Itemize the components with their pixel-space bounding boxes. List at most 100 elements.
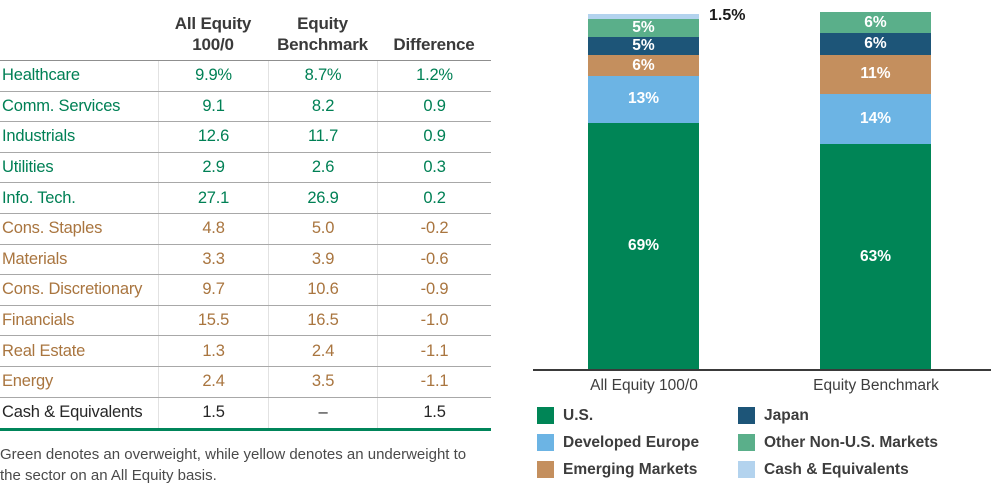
sector-label: Cash & Equivalents xyxy=(2,403,143,422)
table-row: Real Estate 1.3 2.4 -1.1 xyxy=(0,336,491,367)
column-header-difference: Difference xyxy=(377,34,491,55)
table-row: Info. Tech. 27.1 26.9 0.2 xyxy=(0,183,491,214)
value-difference: 0.3 xyxy=(377,152,491,183)
value-benchmark: 2.4 xyxy=(268,336,377,366)
sector-label: Comm. Services xyxy=(2,96,121,115)
bar-segment-emerging-markets: 11% xyxy=(820,54,931,95)
column-header-line: All Equity xyxy=(174,14,252,33)
bar-segment-cash-equivalents: 1.5% xyxy=(588,7,745,24)
bar-segment-other-non-u-s-markets: 6% xyxy=(820,12,931,34)
value-difference: -1.1 xyxy=(377,336,491,366)
legend-swatch-cash-equivalents xyxy=(738,461,755,478)
segment-value-label: 6% xyxy=(864,35,887,53)
value-benchmark: 5.0 xyxy=(268,213,377,244)
value-benchmark: – xyxy=(268,397,377,429)
axis-label-all-equity: All Equity 100/0 xyxy=(590,377,698,394)
sector-label: Utilities xyxy=(2,158,54,177)
bar-segment-japan: 6% xyxy=(820,33,931,55)
value-all-equity: 4.8 xyxy=(158,213,268,244)
value-benchmark: 2.6 xyxy=(268,152,377,183)
bar-segment-japan: 5% xyxy=(588,37,699,55)
bar-segment-developed-europe: 14% xyxy=(820,94,931,145)
sector-label: Healthcare xyxy=(2,66,80,85)
table-header-row: All Equity 100/0 Equity Benchmark Differ… xyxy=(0,0,491,61)
value-difference: 1.2% xyxy=(377,61,491,91)
value-benchmark: 16.5 xyxy=(268,305,377,336)
value-difference: 1.5 xyxy=(377,397,491,429)
legend-label: Emerging Markets xyxy=(563,460,698,478)
table-footnote: Green denotes an overweight, while yello… xyxy=(0,446,467,485)
sector-label: Cons. Discretionary xyxy=(2,280,143,299)
value-difference: -0.2 xyxy=(377,213,491,244)
value-all-equity: 9.9% xyxy=(158,61,268,91)
stacked-bar-all-equity-100-0: 1.5% 5% 5% 6% 13% 69% xyxy=(588,7,745,369)
value-all-equity: 9.7 xyxy=(158,275,268,305)
column-header-all-equity: All Equity 100/0 xyxy=(158,13,268,55)
column-header-line: 100/0 xyxy=(192,35,234,54)
segment-value-label: 1.5% xyxy=(709,6,746,24)
sector-weights-table: All Equity 100/0 Equity Benchmark Differ… xyxy=(0,0,491,486)
sector-label: Cons. Staples xyxy=(2,219,103,238)
bar-segment-u-s: 63% xyxy=(820,144,931,369)
table-row: Cons. Staples 4.8 5.0 -0.2 xyxy=(0,213,491,245)
sector-label: Info. Tech. xyxy=(2,188,76,207)
value-all-equity: 27.1 xyxy=(158,183,268,213)
stacked-bar-equity-benchmark: 6% 6% 11% 14% 63% xyxy=(820,12,931,369)
legend-column: U.S. Developed Europe Emerging Markets xyxy=(537,407,738,478)
segment-value-label: 5% xyxy=(632,19,655,37)
value-benchmark: 8.2 xyxy=(268,91,377,122)
legend-swatch-other-non-u-s-markets xyxy=(738,434,755,451)
legend-item-u-s: U.S. xyxy=(537,407,738,424)
legend-swatch-u-s xyxy=(537,407,554,424)
axis-label-equity-benchmark: Equity Benchmark xyxy=(813,377,939,394)
value-benchmark: 8.7% xyxy=(268,61,377,91)
table-row: Cash & Equivalents 1.5–1.5 xyxy=(0,397,491,429)
sector-label: Energy xyxy=(2,372,54,391)
value-difference: -1.1 xyxy=(377,366,491,397)
segment-value-label: 6% xyxy=(632,56,655,74)
legend-item-japan: Japan xyxy=(738,407,938,424)
value-difference: -0.6 xyxy=(377,244,491,275)
legend-label: U.S. xyxy=(563,406,594,424)
column-header-line: Equity xyxy=(297,14,348,33)
sector-label: Industrials xyxy=(2,127,76,146)
legend-item-cash-equivalents: Cash & Equivalents xyxy=(738,461,938,478)
bar-segment-other-non-u-s-markets: 5% xyxy=(588,19,699,38)
value-all-equity: 1.3 xyxy=(158,336,268,366)
legend-swatch-emerging-markets xyxy=(537,461,554,478)
legend-label: Cash & Equivalents xyxy=(764,460,909,478)
table-row: Financials 15.5 16.5 -1.0 xyxy=(0,305,491,337)
table-row: Comm. Services 9.1 8.2 0.9 xyxy=(0,91,491,123)
legend-swatch-japan xyxy=(738,407,755,424)
value-difference: 0.9 xyxy=(377,91,491,122)
value-difference: 0.9 xyxy=(377,122,491,152)
table-body: Healthcare 9.9% 8.7% 1.2% Comm. Services 9.1 8… xyxy=(0,61,491,432)
value-benchmark: 11.7 xyxy=(268,122,377,152)
value-all-equity: 9.1 xyxy=(158,91,268,122)
sector-label: Real Estate xyxy=(2,341,86,360)
value-benchmark: 10.6 xyxy=(268,275,377,305)
legend-label: Developed Europe xyxy=(563,433,700,451)
column-header-line: Difference xyxy=(393,35,475,54)
value-benchmark: 26.9 xyxy=(268,183,377,213)
value-difference: -0.9 xyxy=(377,275,491,305)
legend-label: Other Non-U.S. Markets xyxy=(764,433,938,451)
value-all-equity: 1.5 xyxy=(158,397,268,429)
table-row: Energy 2.4 3.5 -1.1 xyxy=(0,366,491,398)
table-row: Cons. Discretionary 9.7 10.6 -0.9 xyxy=(0,275,491,306)
legend-item-emerging-markets: Emerging Markets xyxy=(537,461,738,478)
chart-legend: U.S. Developed Europe Emerging Markets Japa… xyxy=(537,407,938,478)
value-difference: -1.0 xyxy=(377,305,491,336)
sector-label: Materials xyxy=(2,249,68,268)
table-row: Materials 3.3 3.9 -0.6 xyxy=(0,244,491,276)
bar-segment-developed-europe: 13% xyxy=(588,76,699,123)
segment-value-label: 5% xyxy=(632,36,655,54)
value-all-equity: 15.5 xyxy=(158,305,268,336)
segment-value-label: 11% xyxy=(860,65,891,83)
segment-value-label: 69% xyxy=(627,236,660,254)
stacked-bar-chart: 1.5% 5% 5% 6% 13% 69% 6% 6% 11% 14% 63% xyxy=(533,0,991,371)
legend-column: Japan Other Non-U.S. Markets Cash & Equiva… xyxy=(738,407,938,478)
value-all-equity: 2.4 xyxy=(158,366,268,397)
value-benchmark: 3.5 xyxy=(268,366,377,397)
